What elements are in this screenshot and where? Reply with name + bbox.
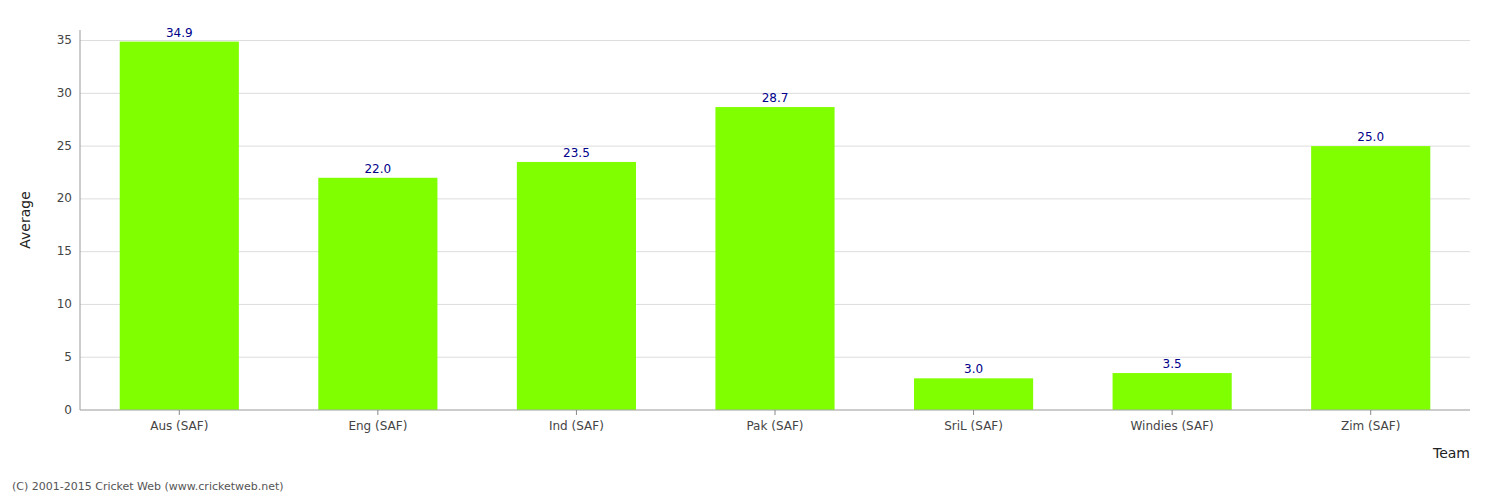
x-tick-label: Zim (SAF): [1341, 419, 1400, 433]
footer-text: (C) 2001-2015 Cricket Web (www.cricketwe…: [12, 480, 284, 493]
y-axis-line: [80, 30, 81, 410]
x-tick: [775, 410, 776, 415]
x-tick: [576, 410, 577, 415]
y-tick-label: 0: [64, 403, 72, 417]
y-tick-label: 5: [64, 350, 72, 364]
bar: [1311, 146, 1430, 410]
bar: [914, 378, 1033, 410]
x-tick: [973, 410, 974, 415]
chart-svg: 0 5 10 15 20 25 30 35 34.9 22.0 23.5 28.7 3.0 3.5 25.0…: [0, 0, 1500, 500]
bar: [1113, 373, 1232, 410]
data-label: 23.5: [563, 146, 590, 160]
y-axis-label: Average: [17, 191, 33, 249]
data-label: 34.9: [166, 26, 193, 40]
x-tick: [377, 410, 378, 415]
x-tick: [1172, 410, 1173, 415]
y-tick-label: 35: [57, 33, 72, 47]
x-tick: [1370, 410, 1371, 415]
data-label: 3.5: [1163, 357, 1182, 371]
x-axis-label: Team: [1432, 445, 1470, 461]
data-label: 3.0: [964, 362, 983, 376]
x-tick-label: Pak (SAF): [746, 419, 803, 433]
bar: [120, 42, 239, 410]
bar: [715, 107, 834, 410]
x-tick-label: Ind (SAF): [549, 419, 604, 433]
bar: [318, 178, 437, 410]
y-grid: [80, 41, 1470, 410]
y-tick-label: 30: [57, 86, 72, 100]
data-label: 22.0: [364, 162, 391, 176]
x-tick: [179, 410, 180, 415]
x-tick-label: Aus (SAF): [150, 419, 208, 433]
x-tick-label: SriL (SAF): [944, 419, 1003, 433]
bars: [120, 42, 1431, 410]
y-tick-label: 20: [57, 191, 72, 205]
bar: [517, 162, 636, 410]
x-tick-label: Eng (SAF): [348, 419, 407, 433]
chart-container: 0 5 10 15 20 25 30 35 34.9 22.0 23.5 28.7 3.0 3.5 25.0…: [0, 0, 1500, 500]
y-tick-label: 15: [57, 244, 72, 258]
x-tick-label: Windies (SAF): [1131, 419, 1214, 433]
grid-line: [80, 40, 1470, 41]
y-tick-label: 25: [57, 139, 72, 153]
data-label: 28.7: [762, 91, 789, 105]
data-label: 25.0: [1357, 130, 1384, 144]
y-tick-label: 10: [57, 297, 72, 311]
